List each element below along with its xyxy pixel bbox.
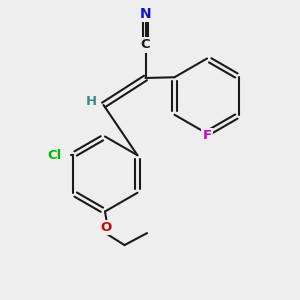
Text: O: O bbox=[101, 220, 112, 234]
Text: Cl: Cl bbox=[48, 149, 62, 162]
Text: F: F bbox=[202, 129, 211, 142]
Text: N: N bbox=[140, 7, 151, 20]
Text: C: C bbox=[141, 38, 150, 52]
Text: H: H bbox=[85, 95, 97, 108]
